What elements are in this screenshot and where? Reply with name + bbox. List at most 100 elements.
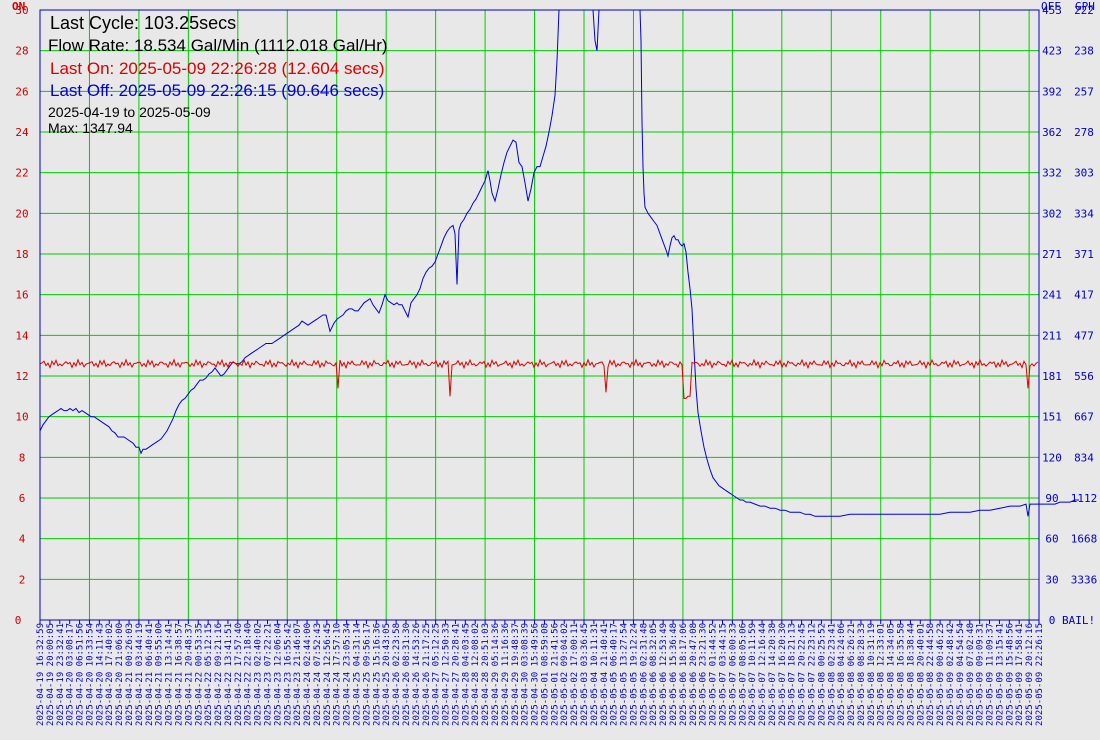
x-tick-label: 2025-04-23 16:55:42 <box>283 623 293 726</box>
x-tick-label: 2025-04-25 20:43:05 <box>382 623 392 726</box>
x-tick-label: 2025-04-26 08:31:30 <box>402 623 412 726</box>
x-tick-label: 2025-04-21 00:26:03 <box>125 623 135 726</box>
x-tick-label: 2025-05-07 01:44:52 <box>709 623 719 726</box>
left-tick-label: 2 <box>19 573 26 586</box>
left-tick-label: 4 <box>19 533 26 546</box>
x-tick-label: 2025-04-20 17:40:02 <box>105 623 115 726</box>
gph-tick-label: 257 <box>1074 85 1094 98</box>
left-axis-header: ON <box>12 0 25 13</box>
gph-tick-label: 834 <box>1074 451 1094 464</box>
off-tick-label: 362 <box>1042 126 1062 139</box>
gph-axis-header: GPH <box>1075 0 1095 13</box>
off-series-line <box>39 9 1079 517</box>
gph-tick-label: 371 <box>1074 248 1094 261</box>
x-tick-label: 2025-04-22 05:12:15 <box>204 623 214 726</box>
x-tick-label: 2025-04-21 06:40:41 <box>145 623 155 726</box>
x-tick-label: 2025-05-08 10:31:19 <box>867 623 877 726</box>
x-tick-label: 2025-05-08 22:44:58 <box>926 623 936 726</box>
x-tick-label: 2025-04-20 10:33:54 <box>85 623 95 726</box>
x-tick-label: 2025-04-19 16:32:59 <box>36 623 46 726</box>
x-tick-label: 2025-05-06 20:47:08 <box>689 623 699 726</box>
x-tick-label: 2025-05-09 17:58:41 <box>1015 623 1025 726</box>
x-tick-label: 2025-05-04 21:40:41 <box>600 623 610 726</box>
x-tick-label: 2025-05-08 16:35:58 <box>897 623 907 726</box>
x-tick-label: 2025-04-24 17:57:10 <box>333 623 343 726</box>
x-tick-label: 2025-05-06 15:36:48 <box>669 623 679 726</box>
left-tick-label: 16 <box>15 289 28 302</box>
date-range-text: 2025-04-19 to 2025-05-09 <box>48 104 211 120</box>
off-tick-label: 392 <box>1042 85 1062 98</box>
gph-tick-label: 303 <box>1074 167 1094 180</box>
x-tick-label: 2025-04-30 03:08:39 <box>521 623 531 726</box>
x-tick-label: 2025-04-24 02:44:00 <box>303 623 313 726</box>
gph-tick-label: 1668 <box>1071 533 1098 546</box>
x-tick-label: 2025-04-26 21:17:25 <box>422 623 432 726</box>
left-tick-label: 24 <box>15 126 29 139</box>
x-tick-label: 2025-04-27 05:12:25 <box>432 623 442 726</box>
x-tick-label: 2025-04-20 03:08:17 <box>66 623 76 726</box>
x-tick-label: 2025-04-25 15:16:36 <box>372 623 382 726</box>
x-tick-label: 2025-04-23 21:46:07 <box>293 623 303 726</box>
x-tick-label: 2025-05-08 20:40:01 <box>916 623 926 726</box>
x-tick-label: 2025-04-21 20:48:37 <box>184 623 194 726</box>
off-tick-label: 211 <box>1042 329 1062 342</box>
x-tick-label: 2025-05-08 18:38:44 <box>906 623 916 726</box>
x-tick-label: 2025-05-09 22:26:15 <box>1035 623 1045 726</box>
gph-tick-label: 3336 <box>1071 573 1098 586</box>
x-tick-label: 2025-04-22 13:41:51 <box>224 623 234 726</box>
x-tick-label: 2025-05-08 04:24:06 <box>837 623 847 726</box>
left-tick-label: 8 <box>19 451 26 464</box>
x-tick-label: 2025-04-24 07:52:43 <box>313 623 323 726</box>
x-tick-label: 2025-05-08 00:25:52 <box>817 623 827 726</box>
off-tick-label: 151 <box>1042 411 1062 424</box>
x-tick-label: 2025-05-06 18:17:06 <box>679 623 689 726</box>
x-tick-label: 2025-04-23 07:22:21 <box>263 623 273 726</box>
left-tick-label: 0 <box>15 614 22 627</box>
left-tick-label: 30 <box>15 4 28 17</box>
x-tick-label: 2025-05-07 10:11:59 <box>748 623 758 726</box>
x-tick-label: 2025-04-21 09:55:00 <box>155 623 165 726</box>
x-tick-label: 2025-04-21 16:38:57 <box>174 623 184 726</box>
axes: 0 2 30 3336 4 60 1668 6 90 1112 8 120 834 10 151 667 12 1… <box>15 4 1098 726</box>
off-tick-label: 302 <box>1042 207 1062 220</box>
gph-tick-label: 278 <box>1074 126 1094 139</box>
left-tick-label: 26 <box>15 85 28 98</box>
x-tick-label: 2025-05-07 06:00:33 <box>728 623 738 726</box>
x-tick-label: 2025-04-27 20:28:41 <box>451 623 461 726</box>
x-tick-label: 2025-05-06 08:32:05 <box>649 623 659 726</box>
x-tick-label: 2025-04-21 13:14:41 <box>165 623 175 726</box>
x-tick-label: 2025-04-29 19:48:37 <box>511 623 521 726</box>
x-tick-label: 2025-04-26 02:23:58 <box>392 623 402 726</box>
x-tick-label: 2025-05-05 13:27:54 <box>620 623 630 726</box>
x-tick-label: 2025-05-02 09:04:02 <box>560 623 570 726</box>
x-tick-label: 2025-04-19 23:32:41 <box>56 623 66 726</box>
left-tick-label: 12 <box>15 370 28 383</box>
x-tick-label: 2025-05-07 20:22:45 <box>798 623 808 726</box>
flow-rate-text: Flow Rate: 18.534 Gal/Min (1112.018 Gal/… <box>48 36 388 55</box>
last-cycle-text: Last Cycle: 103.25secs <box>50 13 236 33</box>
bail-label: BAIL! <box>1062 614 1095 627</box>
x-tick-label: 2025-04-20 14:11:43 <box>95 623 105 726</box>
plot-frame <box>39 9 1040 621</box>
left-tick-label: 28 <box>15 45 28 58</box>
x-tick-label: 2025-04-21 03:44:19 <box>135 623 145 726</box>
off-tick-label: 423 <box>1042 45 1062 58</box>
x-tick-label: 2025-04-22 09:21:16 <box>214 623 224 726</box>
x-tick-label: 2025-04-26 14:53:26 <box>412 623 422 726</box>
x-tick-label: 2025-05-07 12:16:44 <box>758 623 768 726</box>
gph-tick-label: 1112 <box>1071 492 1098 505</box>
x-tick-label: 2025-05-07 03:44:15 <box>718 623 728 726</box>
off-tick-label: 60 <box>1045 533 1058 546</box>
x-tick-label: 2025-04-20 06:51:56 <box>76 623 86 726</box>
x-tick-label: 2025-05-07 22:23:12 <box>808 623 818 726</box>
gph-tick-label: 222 <box>1074 4 1094 17</box>
gph-tick-label: 667 <box>1074 411 1094 424</box>
x-tick-label: 2025-04-23 02:40:02 <box>254 623 264 726</box>
x-tick-label: 2025-05-09 20:12:16 <box>1025 623 1035 726</box>
x-tick-label: 2025-05-08 12:33:01 <box>877 623 887 726</box>
x-tick-label: 2025-04-29 11:16:36 <box>501 623 511 726</box>
gph-tick-label: 556 <box>1074 370 1094 383</box>
x-tick-label: 2025-05-05 06:40:17 <box>610 623 620 726</box>
x-tick-label: 2025-05-08 08:28:33 <box>857 623 867 726</box>
